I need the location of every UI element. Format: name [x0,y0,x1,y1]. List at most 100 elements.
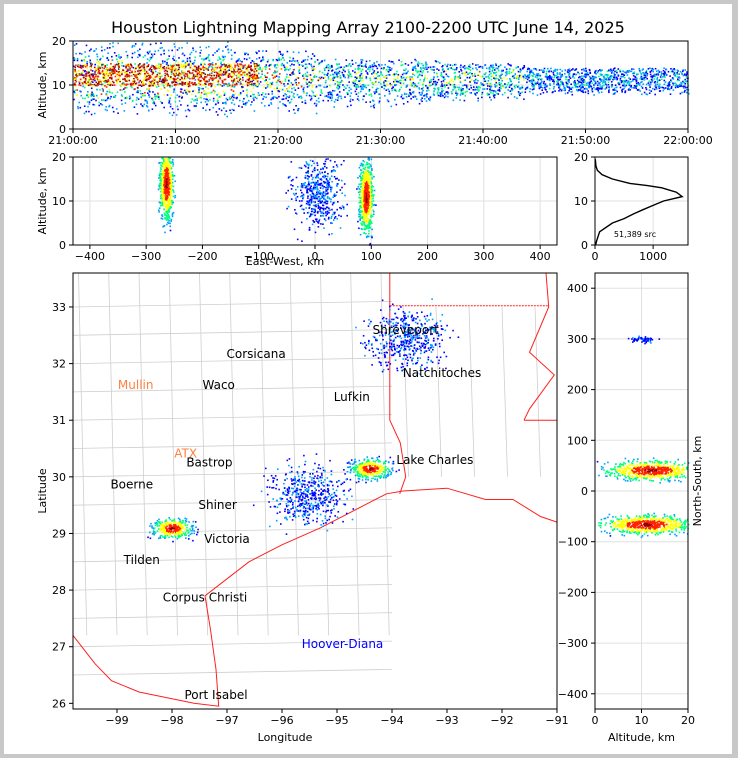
alt-time-source [131,85,133,88]
alt-time-source [349,73,352,76]
alt-time-source [280,58,282,61]
alt-time-source [495,71,498,74]
alt-time-core [204,84,206,86]
alt-time-source [101,64,103,67]
alt-time-source [171,114,174,117]
alt-time-source [365,77,368,80]
ew-source [165,203,168,206]
alt-time-source [158,98,160,100]
alt-time-source [575,85,577,88]
alt-time-core [233,71,235,74]
alt-time-source [599,69,601,71]
ew-source [164,186,167,189]
alt-time-source [451,68,454,70]
ew-source [160,197,163,200]
alt-time-source [80,90,82,93]
alt-time-source [90,84,93,87]
alt-time-source [408,93,410,96]
alt-time-source [359,75,361,77]
alt-time-source [418,88,421,90]
ew-source [172,185,175,188]
alt-time-source [441,93,443,95]
alt-time-source [461,93,464,95]
alt-time-source [142,56,145,58]
alt-time-source [112,110,115,113]
alt-time-source [317,79,320,82]
alt-time-source [380,67,383,70]
alt-time-source [397,76,399,78]
alt-time-source [122,65,125,67]
alt-time-source [355,93,358,95]
alt-time-source [670,70,673,73]
alt-time-source [500,74,502,77]
alt-time-core [224,78,227,81]
alt-time-source [620,75,622,78]
alt-time-source [244,53,246,55]
alt-time-source [667,86,670,89]
alt-time-source [594,70,597,73]
alt-time-source [187,85,190,88]
alt-time-source [286,96,288,98]
alt-time-source [289,67,291,70]
alt-time-source [374,81,377,83]
alt-time-source [447,63,449,66]
alt-time-source [373,106,375,109]
alt-time-source [325,86,327,89]
alt-time-source [443,93,446,95]
alt-time-source [207,68,209,70]
ew-source [165,205,168,208]
alt-time-core [100,80,102,83]
alt-time-source [311,86,314,88]
alt-time-source [338,95,340,97]
alt-time-source [313,74,316,77]
ew-source [160,165,163,167]
alt-time-core [120,84,123,86]
alt-time-source [98,62,101,64]
alt-time-source [594,76,596,78]
alt-time-source [117,42,119,45]
alt-time-source [115,108,118,110]
alt-time-source [100,46,103,48]
alt-time-source [570,69,573,71]
alt-time-core [95,74,97,76]
alt-time-source [240,74,243,76]
alt-time-source [605,87,608,89]
alt-time-source [445,70,447,72]
alt-time-core [171,82,173,84]
alt-time-core [209,65,211,67]
alt-time-source [584,73,586,76]
alt-time-source [196,72,199,74]
alt-time-source [460,87,463,89]
alt-time-source [181,72,184,75]
alt-time-core [224,73,226,76]
alt-time-source [416,85,419,88]
alt-time-core [104,65,107,67]
ew-source [159,170,162,172]
alt-time-source [258,72,260,75]
alt-time-source [585,75,588,77]
alt-time-source [649,73,652,76]
alt-time-source [342,75,345,78]
alt-time-core [178,72,181,75]
ew-source [166,212,169,214]
alt-time-source [327,93,330,96]
alt-time-source [617,68,620,70]
alt-time-core [127,64,129,67]
alt-time-source [274,71,277,74]
alt-time-source [432,83,434,85]
alt-time-core [228,73,231,75]
alt-time-source [607,83,610,86]
alt-time-source [267,93,270,95]
ew-source [159,173,161,176]
alt-time-source [579,84,582,86]
alt-time-source [118,68,120,70]
alt-time-source [394,79,397,81]
alt-time-source [441,65,443,68]
alt-time-core [239,75,242,77]
alt-time-source [292,59,294,62]
alt-time-source [574,84,577,86]
alt-time-source [672,84,675,86]
alt-time-source [215,77,217,79]
alt-time-source [670,80,673,83]
alt-time-source [312,72,314,75]
